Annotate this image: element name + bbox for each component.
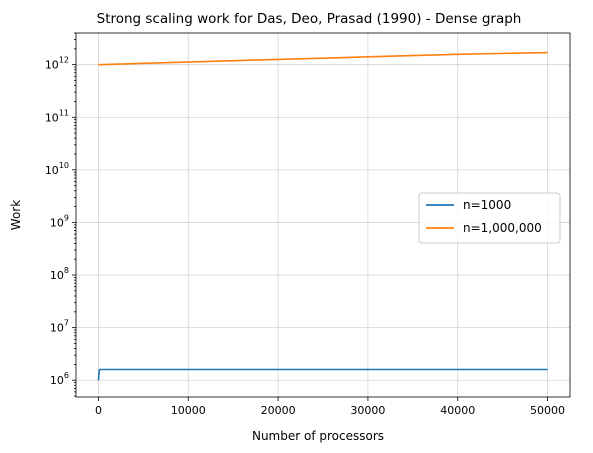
y-tick-label: 109 xyxy=(50,213,69,229)
legend: n=1000 n=1,000,000 xyxy=(418,192,561,244)
x-tick-label: 0 xyxy=(95,404,102,417)
y-tick-label: 107 xyxy=(50,319,69,335)
x-tick-label: 50000 xyxy=(530,404,565,417)
x-tick-label: 20000 xyxy=(261,404,296,417)
series-line-n-1000 xyxy=(97,368,548,381)
y-tick-label: 1011 xyxy=(45,108,69,124)
y-tick-label: 1010 xyxy=(45,161,69,177)
chart-title: Strong scaling work for Das, Deo, Prasad… xyxy=(97,11,522,27)
legend-box xyxy=(418,192,561,244)
x-tick-label: 30000 xyxy=(350,404,385,417)
y-tick-label: 108 xyxy=(50,266,69,282)
series-layer xyxy=(97,51,548,381)
series-line-n-1-000-000 xyxy=(98,51,548,66)
legend-label-n-1000: n=1000 xyxy=(463,198,511,212)
y-tick-label: 1012 xyxy=(45,56,69,72)
y-axis: 106 107 108 109 1010 1011 1012 xyxy=(45,32,76,397)
x-axis: 0 10000 20000 30000 40000 50000 xyxy=(95,397,565,417)
y-tick-label: 106 xyxy=(50,371,69,387)
plot-frame xyxy=(75,32,571,398)
legend-label-n-1000000: n=1,000,000 xyxy=(463,221,542,235)
x-tick-label: 10000 xyxy=(171,404,206,417)
x-axis-label: Number of processors xyxy=(252,429,384,443)
y-axis-label: Work xyxy=(9,200,23,230)
x-tick-label: 40000 xyxy=(440,404,475,417)
